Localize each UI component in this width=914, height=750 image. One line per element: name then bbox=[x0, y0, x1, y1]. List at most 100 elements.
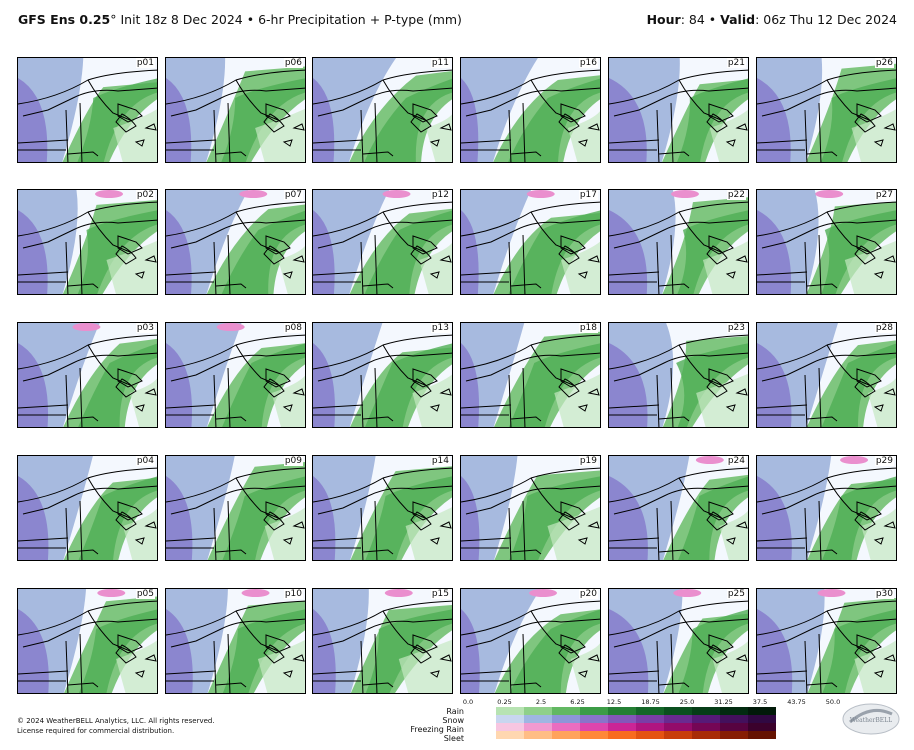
legend-swatch bbox=[664, 715, 692, 723]
legend-swatch bbox=[468, 715, 496, 723]
member-label: p20 bbox=[578, 589, 598, 599]
legend-tick-label: 2.5 bbox=[535, 698, 547, 706]
member-label: p02 bbox=[135, 190, 155, 200]
legend-swatch bbox=[580, 723, 608, 731]
ensemble-member-panel: p01 bbox=[17, 57, 158, 163]
ensemble-member-panel: p03 bbox=[17, 322, 158, 428]
member-label: p06 bbox=[283, 58, 303, 68]
legend-swatch bbox=[748, 731, 776, 739]
legend-tick-label: 0.25 bbox=[497, 698, 512, 706]
member-label: p28 bbox=[874, 323, 894, 333]
title-separator: • bbox=[242, 12, 259, 27]
ensemble-member-panel: p16 bbox=[460, 57, 601, 163]
legend-swatch bbox=[608, 715, 636, 723]
legend-swatch bbox=[692, 715, 720, 723]
legend-ticks: 0.0 0.25 2.5 6.25 12.5 18.75 25.0 31.25 37.5 43.7… bbox=[463, 698, 840, 708]
member-label: p23 bbox=[726, 323, 746, 333]
ensemble-member-panel: p13 bbox=[312, 322, 453, 428]
legend-swatch bbox=[524, 723, 552, 731]
legend-swatch bbox=[636, 731, 664, 739]
ensemble-member-panel: p20 bbox=[460, 588, 601, 694]
ensemble-member-panel: p07 bbox=[165, 189, 306, 295]
legend-colorbar-rain bbox=[468, 707, 776, 715]
legend-colorbar-freezing bbox=[468, 723, 776, 731]
legend-tick-label: 37.5 bbox=[752, 698, 768, 706]
legend-row-labels: Rain Snow Freezing Rain Sleet bbox=[398, 707, 464, 743]
license-text: License required for commercial distribu… bbox=[17, 727, 175, 735]
model-name: GFS Ens 0.25 bbox=[18, 12, 111, 27]
legend-row-label: Sleet bbox=[443, 734, 464, 743]
legend-row-label: Snow bbox=[442, 716, 464, 725]
legend-swatch bbox=[608, 707, 636, 715]
legend-swatch bbox=[720, 707, 748, 715]
member-label: p27 bbox=[874, 190, 894, 200]
legend-tick-label: 31.25 bbox=[714, 698, 733, 706]
member-label: p12 bbox=[430, 190, 450, 200]
member-label: p24 bbox=[726, 456, 746, 466]
legend-swatch bbox=[552, 731, 580, 739]
member-label: p04 bbox=[135, 456, 155, 466]
member-label: p19 bbox=[578, 456, 598, 466]
product-name: 6-hr Precipitation + P-type (mm) bbox=[258, 12, 462, 27]
valid-value: : 06z Thu 12 Dec 2024 bbox=[755, 12, 897, 27]
ensemble-member-panel: p12 bbox=[312, 189, 453, 295]
ensemble-member-panel: p10 bbox=[165, 588, 306, 694]
legend-swatch bbox=[552, 707, 580, 715]
legend-swatch bbox=[748, 715, 776, 723]
legend-swatch bbox=[636, 715, 664, 723]
map-title: GFS Ens 0.25° Init 18z 8 Dec 2024 • 6-hr… bbox=[18, 12, 462, 27]
legend-swatch bbox=[580, 731, 608, 739]
legend-tick-label: 25.0 bbox=[679, 698, 695, 706]
member-label: p30 bbox=[874, 589, 894, 599]
legend-tick-label: 43.75 bbox=[787, 698, 806, 706]
ensemble-member-panel: p17 bbox=[460, 189, 601, 295]
member-label: p21 bbox=[726, 58, 746, 68]
ensemble-member-panel: p19 bbox=[460, 455, 601, 561]
legend-colorbar-sleet bbox=[468, 731, 776, 739]
legend-swatch bbox=[524, 731, 552, 739]
member-label: p15 bbox=[430, 589, 450, 599]
valid-label: Valid bbox=[720, 12, 756, 27]
legend-swatch bbox=[580, 715, 608, 723]
legend-swatch bbox=[692, 731, 720, 739]
ensemble-member-panel: p30 bbox=[756, 588, 897, 694]
legend-swatch bbox=[496, 715, 524, 723]
legend-swatch bbox=[524, 715, 552, 723]
member-label: p17 bbox=[578, 190, 598, 200]
ensemble-member-panel: p26 bbox=[756, 57, 897, 163]
footer: © 2024 WeatherBELL Analytics, LLC. All r… bbox=[17, 716, 215, 736]
legend-swatch bbox=[468, 731, 496, 739]
ensemble-member-panel: p06 bbox=[165, 57, 306, 163]
legend-swatch bbox=[636, 723, 664, 731]
legend-swatch bbox=[664, 707, 692, 715]
legend-swatch bbox=[720, 715, 748, 723]
member-label: p11 bbox=[430, 58, 450, 68]
ensemble-member-panel: p09 bbox=[165, 455, 306, 561]
legend-tick-label: 18.75 bbox=[641, 698, 660, 706]
ensemble-member-panel: p18 bbox=[460, 322, 601, 428]
member-label: p03 bbox=[135, 323, 155, 333]
ensemble-member-panel: p29 bbox=[756, 455, 897, 561]
legend-swatch bbox=[552, 723, 580, 731]
member-label: p13 bbox=[430, 323, 450, 333]
legend-swatch bbox=[468, 723, 496, 731]
member-label: p25 bbox=[726, 589, 746, 599]
member-label: p08 bbox=[283, 323, 303, 333]
hour-value: : 84 • bbox=[680, 12, 721, 27]
precip-legend: 0.0 0.25 2.5 6.25 12.5 18.75 25.0 31.25 37.5 43.7… bbox=[398, 698, 840, 748]
legend-tick-label: 6.25 bbox=[570, 698, 585, 706]
legend-swatch bbox=[748, 707, 776, 715]
ensemble-member-panel: p25 bbox=[608, 588, 749, 694]
legend-swatch bbox=[552, 715, 580, 723]
logo-text: WeatherBELL bbox=[850, 717, 892, 724]
legend-colorbar-snow bbox=[468, 715, 776, 723]
legend-swatch bbox=[608, 731, 636, 739]
member-label: p22 bbox=[726, 190, 746, 200]
degree-symbol: ° bbox=[110, 12, 117, 27]
ensemble-member-panel: p27 bbox=[756, 189, 897, 295]
ensemble-member-panel: p24 bbox=[608, 455, 749, 561]
legend-tick-label: 50.0 bbox=[825, 698, 841, 706]
legend-tick-label: 12.5 bbox=[606, 698, 622, 706]
member-label: p18 bbox=[578, 323, 598, 333]
legend-swatch bbox=[720, 731, 748, 739]
